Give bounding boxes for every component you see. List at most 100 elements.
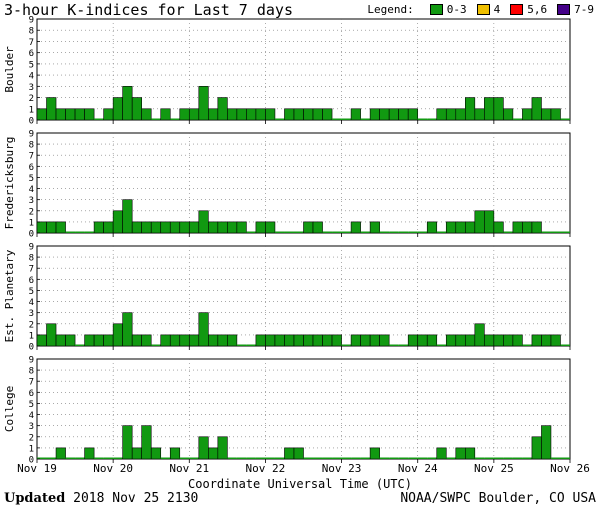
k-index-bar xyxy=(217,97,228,121)
k-index-bar xyxy=(560,344,570,346)
x-tick-label: Nov 19 xyxy=(17,462,57,475)
legend-item-label: 7-9 xyxy=(574,3,594,16)
k-index-bar xyxy=(407,334,419,347)
k-index-bar xyxy=(503,457,513,459)
k-index-bar xyxy=(150,221,162,234)
k-index-bar xyxy=(531,436,542,460)
k-index-bar xyxy=(427,118,437,120)
k-index-bar xyxy=(436,447,447,460)
k-index-bar xyxy=(131,221,142,234)
y-tick-label: 5 xyxy=(29,60,34,70)
k-index-bar xyxy=(350,108,361,121)
y-tick-label: 1 xyxy=(29,105,34,115)
y-tick-label: 4 xyxy=(29,72,34,82)
k-index-bar xyxy=(122,425,133,460)
k-index-bar xyxy=(208,334,219,347)
k-index-bar xyxy=(474,457,485,459)
k-index-bar xyxy=(312,334,323,347)
k-index-bar xyxy=(417,457,428,459)
k-index-bar xyxy=(369,334,380,347)
y-tick-label: 2 xyxy=(29,433,34,443)
k-index-bar xyxy=(493,334,504,347)
k-index-bar xyxy=(293,108,304,121)
y-tick-label: 7 xyxy=(29,38,34,48)
k-index-bar xyxy=(188,334,200,347)
k-index-bar xyxy=(160,221,171,234)
k-index-bar xyxy=(131,97,142,121)
k-index-bar xyxy=(227,108,238,121)
k-index-bar xyxy=(379,334,390,347)
k-index-bar xyxy=(265,334,276,347)
k-index-bar xyxy=(246,457,256,459)
y-tick-label: 9 xyxy=(29,16,34,26)
k-index-bar xyxy=(369,221,380,234)
y-tick-label: 8 xyxy=(29,27,34,37)
x-tick-label: Nov 22 xyxy=(246,462,286,475)
k-index-bar xyxy=(351,457,361,459)
k-index-bar xyxy=(284,447,295,460)
k-index-bar xyxy=(274,457,285,459)
k-index-bar xyxy=(531,97,542,121)
k-index-bar xyxy=(65,457,76,459)
k-index-bar xyxy=(455,108,466,121)
k-index-bar xyxy=(512,221,523,234)
k-index-bar xyxy=(141,221,152,234)
k-index-bar xyxy=(455,334,466,347)
legend-label: Legend: xyxy=(367,3,414,16)
k-index-bar xyxy=(112,210,123,234)
k-index-bar xyxy=(379,108,390,121)
k-index-bar xyxy=(74,108,85,121)
k-index-bar xyxy=(46,97,57,121)
k-index-bar xyxy=(36,108,47,121)
y-tick-label: 8 xyxy=(29,141,34,151)
y-tick-label: 5 xyxy=(29,287,34,297)
k-index-bar xyxy=(179,108,190,121)
station-label: Fredericksburg xyxy=(3,137,16,230)
k-index-bar xyxy=(37,457,47,459)
k-index-bar xyxy=(255,457,266,459)
k-index-bar xyxy=(531,334,542,347)
k-index-bar xyxy=(541,108,552,121)
k-index-bar xyxy=(465,221,476,234)
k-index-bar xyxy=(332,231,342,233)
k-index-bar xyxy=(151,118,161,120)
k-index-bar xyxy=(169,334,181,347)
k-index-bar xyxy=(312,221,323,234)
k-index-bar xyxy=(208,447,219,460)
k-index-bar xyxy=(84,447,95,460)
k-index-bar xyxy=(141,334,152,347)
k-index-bar xyxy=(389,231,399,233)
x-tick-label: Nov 25 xyxy=(474,462,514,475)
k-index-bar xyxy=(426,221,438,234)
k-index-bar xyxy=(503,334,514,347)
k-index-bar xyxy=(436,108,447,121)
k-index-bar xyxy=(188,221,200,234)
k-index-bar xyxy=(360,457,371,459)
k-index-bar xyxy=(113,457,123,459)
k-index-bar xyxy=(389,344,399,346)
k-index-bar xyxy=(407,108,419,121)
k-index-bar xyxy=(55,447,66,460)
k-index-bar xyxy=(141,425,152,460)
k-index-bar xyxy=(94,118,104,120)
k-index-bar xyxy=(341,118,352,120)
y-tick-label: 0 xyxy=(29,230,34,240)
k-index-bar xyxy=(360,334,371,347)
x-tick-label: Nov 24 xyxy=(398,462,438,475)
k-index-bar xyxy=(560,457,570,459)
k-index-bar xyxy=(379,457,390,459)
k-index-bar xyxy=(474,210,485,234)
k-index-bar xyxy=(312,108,323,121)
y-tick-label: 0 xyxy=(29,456,34,466)
y-tick-label: 2 xyxy=(29,207,34,217)
y-tick-label: 4 xyxy=(29,185,34,195)
k-index-bar xyxy=(131,447,142,460)
k-index-bar xyxy=(208,108,219,121)
legend-item-label: 5,6 xyxy=(527,3,548,16)
k-index-bar xyxy=(550,334,561,347)
k-index-bar xyxy=(341,231,352,233)
k-index-bar xyxy=(465,97,476,121)
k-index-bar xyxy=(512,457,523,459)
station-label: College xyxy=(3,386,16,432)
